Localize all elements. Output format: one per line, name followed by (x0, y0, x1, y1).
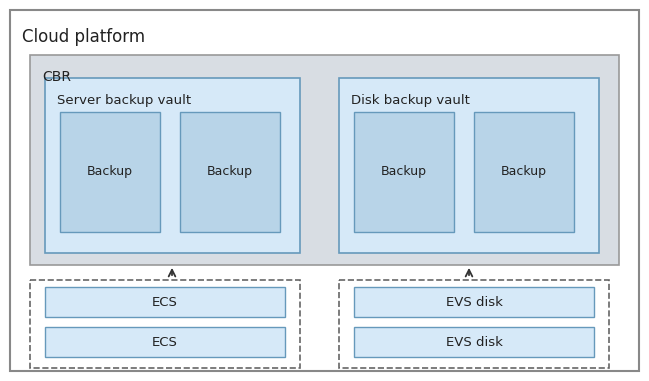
Text: Server backup vault: Server backup vault (57, 94, 191, 107)
Bar (354, 287, 594, 317)
Bar (339, 280, 609, 368)
Bar (60, 112, 160, 232)
Bar (474, 112, 574, 232)
Bar (30, 55, 619, 265)
Text: Backup: Backup (207, 165, 253, 179)
Bar (45, 327, 285, 357)
Text: EVS disk: EVS disk (446, 296, 502, 309)
Text: Cloud platform: Cloud platform (22, 28, 145, 46)
Bar (354, 112, 454, 232)
Text: Backup: Backup (381, 165, 427, 179)
Text: Backup: Backup (87, 165, 133, 179)
Text: ECS: ECS (152, 296, 178, 309)
Text: EVS disk: EVS disk (446, 336, 502, 349)
Bar (180, 112, 280, 232)
Bar (45, 78, 300, 253)
Text: Backup: Backup (501, 165, 547, 179)
Bar (30, 280, 300, 368)
Text: Disk backup vault: Disk backup vault (351, 94, 470, 107)
Bar (339, 78, 599, 253)
Text: CBR: CBR (42, 70, 71, 84)
Bar (354, 327, 594, 357)
Bar (45, 287, 285, 317)
Text: ECS: ECS (152, 336, 178, 349)
